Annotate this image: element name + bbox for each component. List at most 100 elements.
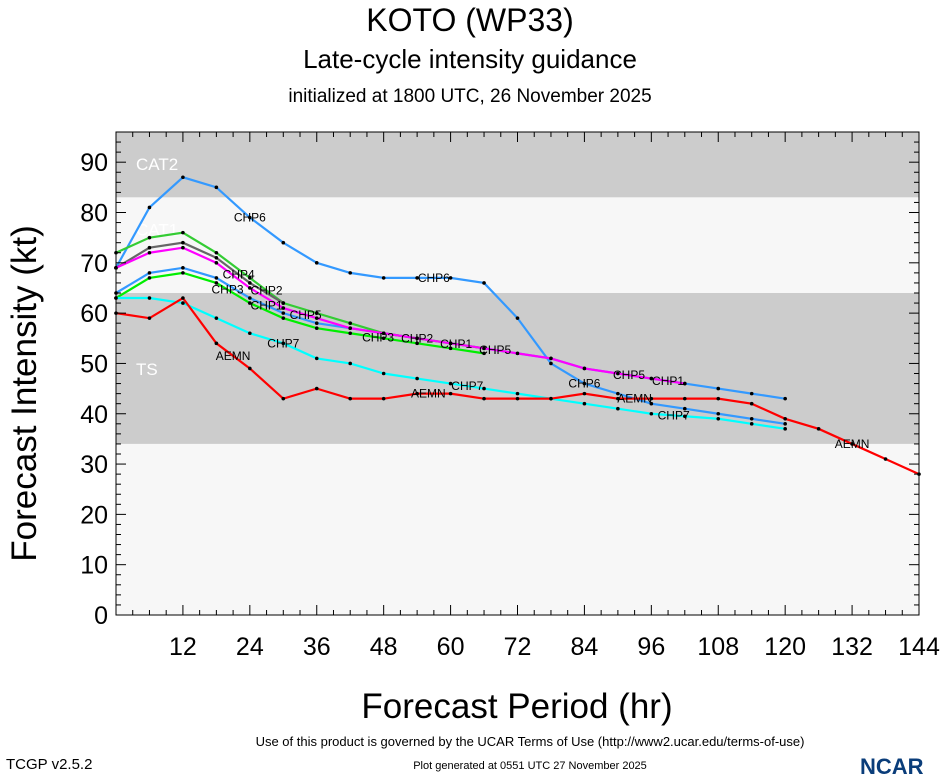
data-point bbox=[682, 406, 687, 411]
ncar-logo: NCAR bbox=[860, 754, 924, 779]
data-point bbox=[381, 331, 386, 336]
data-point bbox=[181, 296, 185, 300]
data-point bbox=[248, 286, 252, 290]
data-point bbox=[515, 396, 520, 401]
series-label: CHP4 bbox=[223, 268, 255, 282]
data-point bbox=[448, 381, 453, 386]
data-point bbox=[181, 175, 185, 180]
terms-text: Use of this product is governed by the U… bbox=[255, 734, 805, 749]
data-point bbox=[314, 261, 319, 265]
x-tick-label: 144 bbox=[898, 633, 940, 661]
data-point bbox=[482, 396, 486, 401]
data-point bbox=[214, 255, 219, 260]
series-label: CHP7 bbox=[267, 336, 299, 350]
data-point bbox=[783, 422, 787, 426]
data-point bbox=[582, 381, 587, 386]
data-point bbox=[147, 276, 152, 280]
data-point bbox=[616, 406, 620, 411]
series-line-chp4 bbox=[115, 241, 284, 305]
data-point bbox=[214, 276, 219, 280]
data-point bbox=[181, 230, 185, 235]
data-point bbox=[482, 281, 486, 285]
data-point bbox=[248, 366, 252, 371]
y-tick-label: 60 bbox=[80, 300, 108, 328]
data-point bbox=[181, 271, 185, 275]
data-point bbox=[415, 336, 419, 341]
data-point bbox=[281, 316, 286, 320]
data-point bbox=[716, 416, 721, 421]
data-point bbox=[381, 276, 386, 280]
data-point bbox=[314, 356, 319, 361]
data-point bbox=[783, 416, 787, 421]
x-tick-label: 132 bbox=[831, 633, 873, 661]
data-point bbox=[749, 416, 754, 421]
y-tick-label: 80 bbox=[80, 200, 108, 228]
data-point bbox=[281, 396, 286, 401]
x-tick-label: 48 bbox=[370, 633, 398, 661]
data-point bbox=[381, 336, 386, 341]
series-label: CHP3 bbox=[362, 330, 394, 344]
band-label: CAT2 bbox=[136, 155, 178, 174]
series-label: AEMN bbox=[835, 437, 870, 451]
data-point bbox=[314, 386, 319, 391]
y-tick-label: 70 bbox=[80, 250, 108, 278]
y-tick-label: 30 bbox=[80, 451, 108, 479]
series-label: CHP5 bbox=[613, 368, 645, 382]
data-point bbox=[448, 391, 453, 396]
data-point bbox=[682, 381, 687, 386]
x-tick-label: 36 bbox=[303, 633, 331, 661]
data-point bbox=[248, 301, 252, 305]
x-tick-label: 12 bbox=[169, 633, 197, 661]
data-point bbox=[181, 301, 185, 305]
data-point bbox=[649, 396, 654, 401]
data-point bbox=[749, 401, 754, 406]
data-point bbox=[482, 351, 486, 356]
data-point bbox=[850, 442, 854, 446]
data-point bbox=[314, 321, 319, 325]
series-label: CHP3 bbox=[212, 283, 244, 297]
y-tick-label: 0 bbox=[94, 602, 108, 630]
data-point bbox=[515, 391, 520, 396]
data-point bbox=[281, 306, 286, 310]
data-point bbox=[314, 311, 319, 315]
data-point bbox=[515, 316, 520, 320]
data-point bbox=[749, 391, 754, 396]
data-point bbox=[616, 391, 620, 396]
data-point bbox=[181, 245, 185, 250]
series-label: CHP6 bbox=[418, 271, 450, 285]
data-point bbox=[314, 326, 319, 331]
series-label: AEMN bbox=[617, 392, 652, 406]
data-point bbox=[248, 281, 252, 285]
data-point bbox=[716, 396, 721, 401]
data-point bbox=[348, 326, 353, 331]
data-point bbox=[281, 311, 286, 315]
version-text: TCGP v2.5.2 bbox=[6, 756, 93, 773]
data-point bbox=[616, 396, 620, 401]
chart-subtitle: Late-cycle intensity guidance bbox=[303, 44, 637, 74]
data-point bbox=[248, 296, 252, 300]
data-point bbox=[281, 240, 286, 245]
y-tick-label: 40 bbox=[80, 401, 108, 429]
intensity-chart: CAT2CAT1TSCHP6CHP6CHP6CHP1CHP1CHP1CHP2CH… bbox=[5, 131, 940, 726]
data-point bbox=[348, 361, 353, 366]
data-point bbox=[314, 316, 319, 320]
data-point bbox=[348, 321, 353, 325]
data-point bbox=[582, 391, 587, 396]
data-point bbox=[281, 301, 286, 305]
data-point bbox=[549, 361, 553, 366]
series-line-chp5 bbox=[115, 246, 685, 385]
intensity-band bbox=[116, 132, 919, 198]
data-point bbox=[214, 185, 219, 190]
x-tick-label: 120 bbox=[764, 633, 806, 661]
data-point bbox=[415, 341, 419, 346]
data-point bbox=[181, 240, 185, 245]
data-point bbox=[348, 271, 353, 275]
data-point bbox=[147, 235, 152, 240]
data-point bbox=[682, 414, 687, 419]
intensity-band bbox=[116, 293, 919, 444]
data-point bbox=[716, 411, 721, 416]
data-point bbox=[214, 261, 219, 265]
data-point bbox=[415, 276, 419, 280]
series-label: CHP2 bbox=[401, 331, 433, 345]
